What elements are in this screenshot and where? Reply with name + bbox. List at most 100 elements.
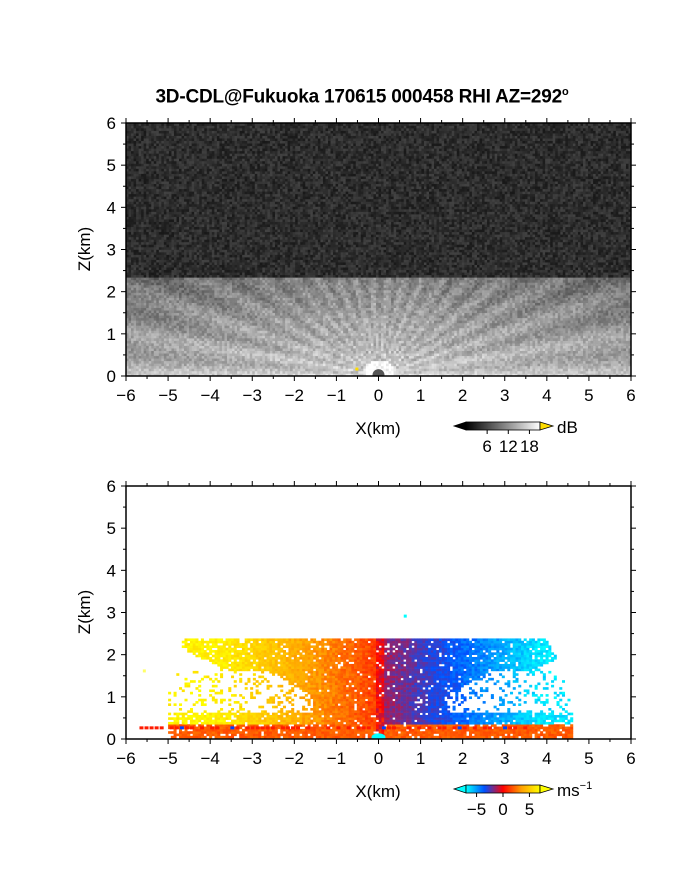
backscatter-cell bbox=[173, 355, 177, 359]
backscatter-cell bbox=[214, 289, 218, 293]
backscatter-cell bbox=[189, 284, 192, 288]
backscatter-cell bbox=[194, 158, 197, 162]
backscatter-cell bbox=[136, 140, 139, 144]
backscatter-cell bbox=[184, 348, 187, 351]
backscatter-cell bbox=[211, 315, 215, 319]
backscatter-cell bbox=[156, 125, 160, 129]
backscatter-cell bbox=[206, 133, 210, 136]
backscatter-cell bbox=[234, 150, 238, 154]
backscatter-cell bbox=[158, 360, 162, 364]
backscatter-cell bbox=[181, 295, 185, 298]
backscatter-cell bbox=[171, 287, 175, 291]
backscatter-cell bbox=[148, 201, 152, 205]
backscatter-cell bbox=[171, 262, 175, 265]
backscatter-cell bbox=[131, 203, 134, 207]
backscatter-cell bbox=[201, 317, 205, 321]
backscatter-cell bbox=[148, 168, 152, 172]
backscatter-cell bbox=[239, 209, 243, 212]
backscatter-cell bbox=[153, 353, 157, 357]
backscatter-cell bbox=[209, 340, 213, 344]
backscatter-cell bbox=[146, 125, 150, 129]
backscatter-cell bbox=[247, 155, 251, 159]
backscatter-cell bbox=[249, 358, 253, 362]
backscatter-cell bbox=[131, 307, 134, 311]
backscatter-cell bbox=[229, 262, 233, 265]
backscatter-cell bbox=[204, 272, 208, 276]
backscatter-cell bbox=[199, 277, 203, 281]
backscatter-cell bbox=[168, 206, 172, 210]
backscatter-cell bbox=[227, 287, 230, 291]
backscatter-cell bbox=[244, 368, 248, 372]
backscatter-cell bbox=[194, 327, 197, 331]
backscatter-cell bbox=[234, 186, 238, 190]
backscatter-cell bbox=[189, 166, 192, 169]
backscatter-cell bbox=[209, 368, 213, 372]
backscatter-cell bbox=[148, 138, 152, 142]
backscatter-cell bbox=[199, 373, 203, 376]
backscatter-cell bbox=[184, 191, 187, 195]
backscatter-cell bbox=[141, 322, 144, 326]
backscatter-cell bbox=[211, 188, 215, 192]
backscatter-cell bbox=[148, 219, 152, 222]
backscatter-cell bbox=[158, 289, 162, 293]
backscatter-cell bbox=[126, 315, 129, 319]
backscatter-cell bbox=[176, 360, 180, 364]
backscatter-cell bbox=[184, 128, 187, 131]
backscatter-cell bbox=[158, 295, 162, 298]
backscatter-cell bbox=[128, 338, 132, 341]
backscatter-cell bbox=[247, 272, 251, 276]
backscatter-cell bbox=[173, 343, 177, 346]
backscatter-cell bbox=[146, 274, 150, 278]
backscatter-cell bbox=[179, 188, 182, 192]
backscatter-cell bbox=[219, 327, 223, 331]
backscatter-cell bbox=[181, 143, 185, 147]
backscatter-cell bbox=[153, 292, 157, 296]
backscatter-cell bbox=[239, 130, 243, 134]
backscatter-cell bbox=[148, 305, 152, 308]
backscatter-cell bbox=[211, 193, 215, 197]
backscatter-cell bbox=[221, 259, 225, 263]
backscatter-cell bbox=[168, 340, 172, 344]
backscatter-cell bbox=[232, 355, 235, 359]
backscatter-cell bbox=[161, 350, 165, 354]
backscatter-cell bbox=[161, 155, 165, 159]
backscatter-cell bbox=[168, 219, 172, 222]
backscatter-cell bbox=[234, 168, 238, 172]
backscatter-cell bbox=[163, 249, 167, 253]
backscatter-cell bbox=[184, 226, 187, 230]
backscatter-cell bbox=[128, 370, 132, 374]
backscatter-cell bbox=[128, 133, 132, 136]
backscatter-cell bbox=[156, 327, 160, 331]
backscatter-cell bbox=[156, 150, 160, 154]
backscatter-cell bbox=[151, 143, 155, 147]
backscatter-cell bbox=[179, 350, 182, 354]
backscatter-cell bbox=[224, 360, 228, 364]
backscatter-cell bbox=[242, 264, 245, 268]
backscatter-cell bbox=[176, 305, 180, 308]
backscatter-cell bbox=[186, 226, 190, 230]
backscatter-cell bbox=[209, 335, 213, 339]
backscatter-cell bbox=[151, 178, 155, 182]
backscatter-cell bbox=[133, 123, 137, 126]
backscatter-cell bbox=[138, 269, 142, 273]
backscatter-cell bbox=[237, 155, 240, 159]
backscatter-cell bbox=[186, 325, 190, 329]
backscatter-cell bbox=[234, 171, 238, 174]
backscatter-cell bbox=[229, 279, 233, 283]
backscatter-cell bbox=[146, 246, 150, 250]
backscatter-cell bbox=[201, 168, 205, 172]
backscatter-cell bbox=[148, 264, 152, 268]
backscatter-cell bbox=[133, 272, 137, 276]
backscatter-cell bbox=[141, 332, 144, 336]
backscatter-cell bbox=[184, 181, 187, 185]
backscatter-cell bbox=[239, 348, 243, 351]
backscatter-cell bbox=[146, 226, 150, 230]
backscatter-cell bbox=[196, 254, 200, 258]
backscatter-cell bbox=[201, 363, 205, 367]
backscatter-cell bbox=[242, 325, 245, 329]
backscatter-cell bbox=[133, 325, 137, 329]
backscatter-cell bbox=[131, 224, 134, 228]
backscatter-cell bbox=[234, 140, 238, 144]
backscatter-cell bbox=[199, 269, 203, 273]
backscatter-cell bbox=[237, 246, 240, 250]
